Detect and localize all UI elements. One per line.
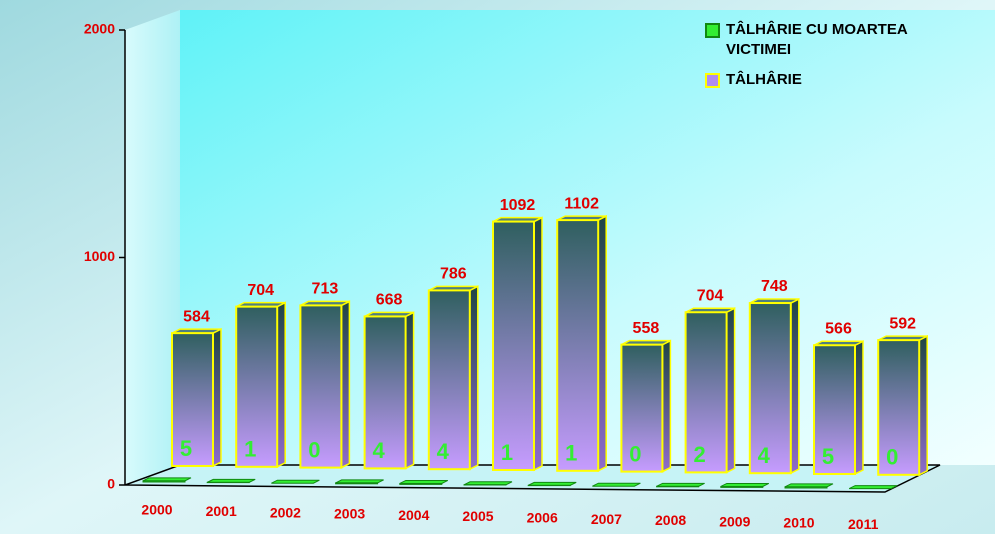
value-label: 704 [697,287,724,304]
value-label: 0 [629,441,641,466]
bar [813,344,856,475]
value-label: 4 [758,443,771,468]
bar-side [854,340,864,476]
bar [235,305,279,468]
bar [684,311,728,474]
legend-label: TÂLHÂRIE CU MOARTEA VICTIMEI [726,21,908,58]
value-label: 558 [633,320,660,337]
bar-side [597,214,607,473]
value-label: 0 [308,437,320,462]
bar-side [725,307,736,474]
slab-top [848,485,898,490]
value-label: 1 [244,437,256,462]
x-tick-label: 2010 [783,515,814,531]
value-label: 1 [565,441,577,466]
value-label: 566 [825,320,852,337]
value-label: 5 [822,444,834,469]
bar-side [469,285,479,471]
y-tick-label: 0 [107,476,115,492]
x-tick-label: 2008 [655,512,686,528]
bar-side [661,339,672,473]
legend-swatch [705,73,720,88]
x-tick-label: 2005 [462,508,493,524]
y-tick-label: 1000 [84,248,115,264]
bar [556,219,600,472]
value-label: 748 [761,278,788,295]
bar [784,486,828,489]
bar [299,304,343,469]
bar [142,480,186,483]
x-tick-label: 2003 [334,506,365,522]
value-label: 1092 [500,197,536,214]
value-label: 4 [372,438,385,463]
x-tick-label: 2009 [719,513,750,529]
value-label: 0 [886,445,898,470]
bar [335,482,379,485]
value-label: 1 [501,440,513,465]
value-label: 5 [180,436,192,461]
legend-item: TÂLHÂRIE CU MOARTEA VICTIMEI [705,20,975,60]
value-label: 668 [376,292,403,309]
bar [171,332,214,468]
side-wall [125,10,180,485]
value-label: 2 [693,442,705,467]
value-label: 4 [437,439,450,464]
legend-item: TÂLHÂRIE [705,70,975,90]
value-label: 1102 [564,195,599,212]
value-label: 786 [440,266,467,283]
slab-top [271,479,320,484]
bar-side [533,216,543,472]
bar [720,485,764,488]
x-tick-label: 2006 [527,510,558,526]
x-tick-label: 2004 [398,507,429,523]
bar [748,302,792,475]
bar-side [790,297,800,475]
legend-label: TÂLHÂRIE [726,71,802,88]
bar-side [918,334,928,477]
bar [399,482,443,485]
legend-swatch [705,23,720,38]
bar-side [276,301,286,469]
bar-side [404,311,415,470]
legend: TÂLHÂRIE CU MOARTEA VICTIMEI TÂLHÂRIE [705,20,975,100]
x-tick-label: 2000 [141,502,172,518]
x-tick-label: 2007 [591,511,622,527]
value-label: 713 [312,281,339,298]
value-label: 584 [183,308,210,325]
bar [492,220,535,471]
x-tick-label: 2011 [848,516,879,532]
x-tick-label: 2001 [206,503,237,519]
slab-top [592,482,641,487]
value-label: 592 [889,315,916,332]
value-label: 704 [247,282,274,299]
x-tick-label: 2002 [270,504,301,520]
y-tick-label: 2000 [84,21,115,37]
bar [620,343,664,473]
bar [427,289,471,471]
bar-side [340,300,351,469]
bar [363,315,407,470]
bar-side [212,327,222,468]
bar [877,339,921,476]
